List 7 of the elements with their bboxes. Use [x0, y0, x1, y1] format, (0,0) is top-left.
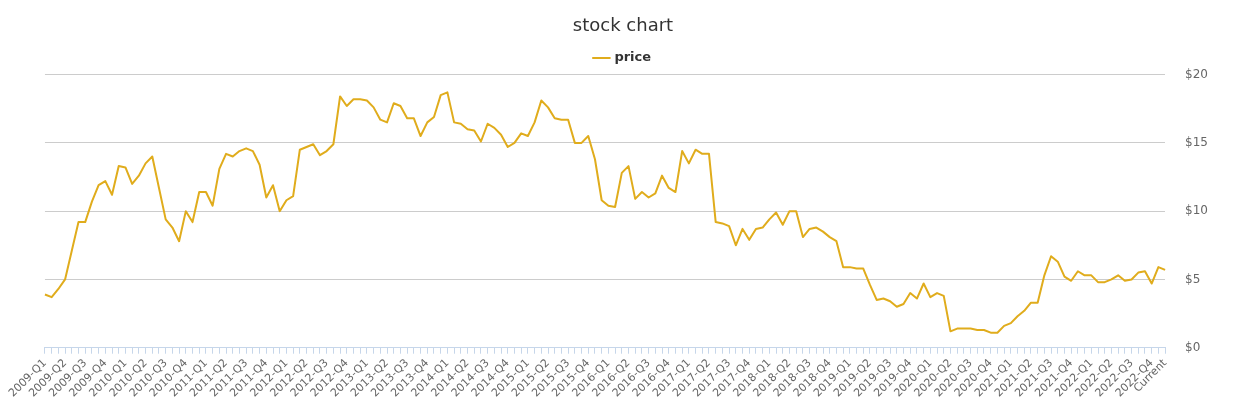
- y-tick-label: $20: [1185, 66, 1208, 81]
- y-tick-label: $5: [1185, 271, 1201, 286]
- y-tick-label: $10: [1185, 203, 1208, 218]
- y-tick-label: $15: [1185, 135, 1208, 149]
- legend-label: price: [614, 49, 652, 65]
- y-tick-label: $0: [1185, 339, 1201, 354]
- chart-title: stock chart: [572, 14, 674, 36]
